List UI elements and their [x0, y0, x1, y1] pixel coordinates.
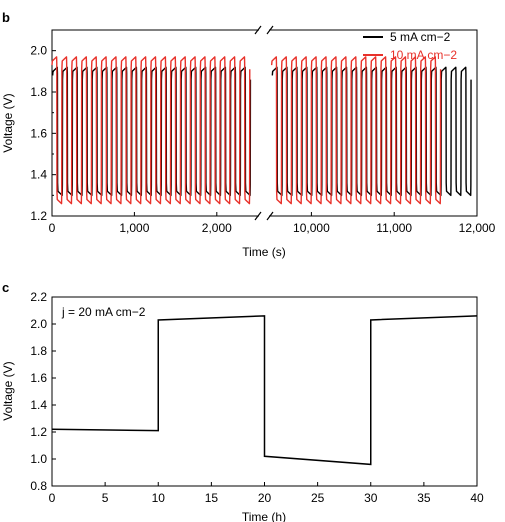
panel-b-ylabel: Voltage (V) [1, 93, 15, 152]
xtick-label-b-0-1: 1,000 [119, 221, 149, 235]
ytick-label-c-1: 1.0 [30, 452, 47, 466]
legend-label-10mA: 10 mA cm−2 [390, 48, 457, 62]
ytick-label-b-0: 1.2 [30, 209, 47, 223]
ytick-label-c-2: 1.2 [30, 425, 47, 439]
current-density-annotation: j = 20 mA cm−2 [61, 305, 146, 319]
axis-break-gap-top [259, 26, 269, 34]
legend-label-5mA: 5 mA cm−2 [390, 30, 451, 44]
ytick-label-b-2: 1.6 [30, 126, 47, 140]
panel-c-plot: 0.8 1.0 1.2 1.4 1.6 1.8 2.0 2.2 0 5 10 15 20 25 30 35 40… [1, 290, 484, 522]
series-b-1-segment-0 [51, 56, 251, 205]
ytick-label-c-4: 1.6 [30, 371, 47, 385]
xtick-label-b-1-2: 12,000 [459, 221, 496, 235]
ytick-label-b-4: 2.0 [30, 44, 47, 58]
xtick-label-c-3: 15 [205, 491, 219, 505]
xtick-label-c-5: 25 [311, 491, 325, 505]
ytick-label-b-1: 1.4 [30, 168, 47, 182]
xtick-label-b-0-2: 2,000 [202, 221, 232, 235]
axis-break-gap-bottom [259, 212, 269, 220]
axis-break-slash [254, 211, 262, 221]
panel-b-legend: 5 mA cm−2 10 mA cm−2 [363, 30, 457, 62]
ytick-label-c-6: 2.0 [30, 317, 47, 331]
ytick-label-c-7: 2.2 [30, 290, 47, 304]
xtick-label-c-4: 20 [258, 491, 272, 505]
panel-b-plot: 1.2 1.4 1.6 1.8 2.0 0 1,000 2,000 10,000 11,000 12… [1, 25, 496, 259]
xtick-label-c-1: 5 [102, 491, 109, 505]
xtick-label-c-6: 30 [364, 491, 378, 505]
xtick-label-c-0: 0 [49, 491, 56, 505]
ytick-label-c-5: 1.8 [30, 344, 47, 358]
xtick-label-b-1-0: 10,000 [293, 221, 330, 235]
panel-b-xlabel: Time (s) [242, 245, 286, 259]
ytick-label-b-3: 1.8 [30, 85, 47, 99]
xtick-label-b-1-1: 11,000 [376, 221, 412, 235]
xtick-label-c-7: 35 [417, 491, 431, 505]
ytick-label-c-0: 0.8 [30, 479, 47, 493]
axis-break-marks [254, 25, 274, 221]
xtick-label-b-0-0: 0 [49, 221, 56, 235]
xtick-label-c-8: 40 [470, 491, 484, 505]
panel-label-b: b [2, 10, 10, 25]
ytick-label-c-3: 1.4 [30, 398, 47, 412]
axis-break-slash [254, 25, 262, 35]
xtick-label-c-2: 10 [152, 491, 166, 505]
series-b-1-segment-1 [270, 56, 442, 205]
axis-break-slash [266, 25, 274, 35]
panel-c-ylabel: Voltage (V) [1, 361, 15, 420]
panel-c-xlabel: Time (h) [242, 510, 286, 522]
series-c-0 [51, 315, 478, 466]
panel-label-c: c [2, 280, 9, 295]
axis-break-slash [266, 211, 274, 221]
